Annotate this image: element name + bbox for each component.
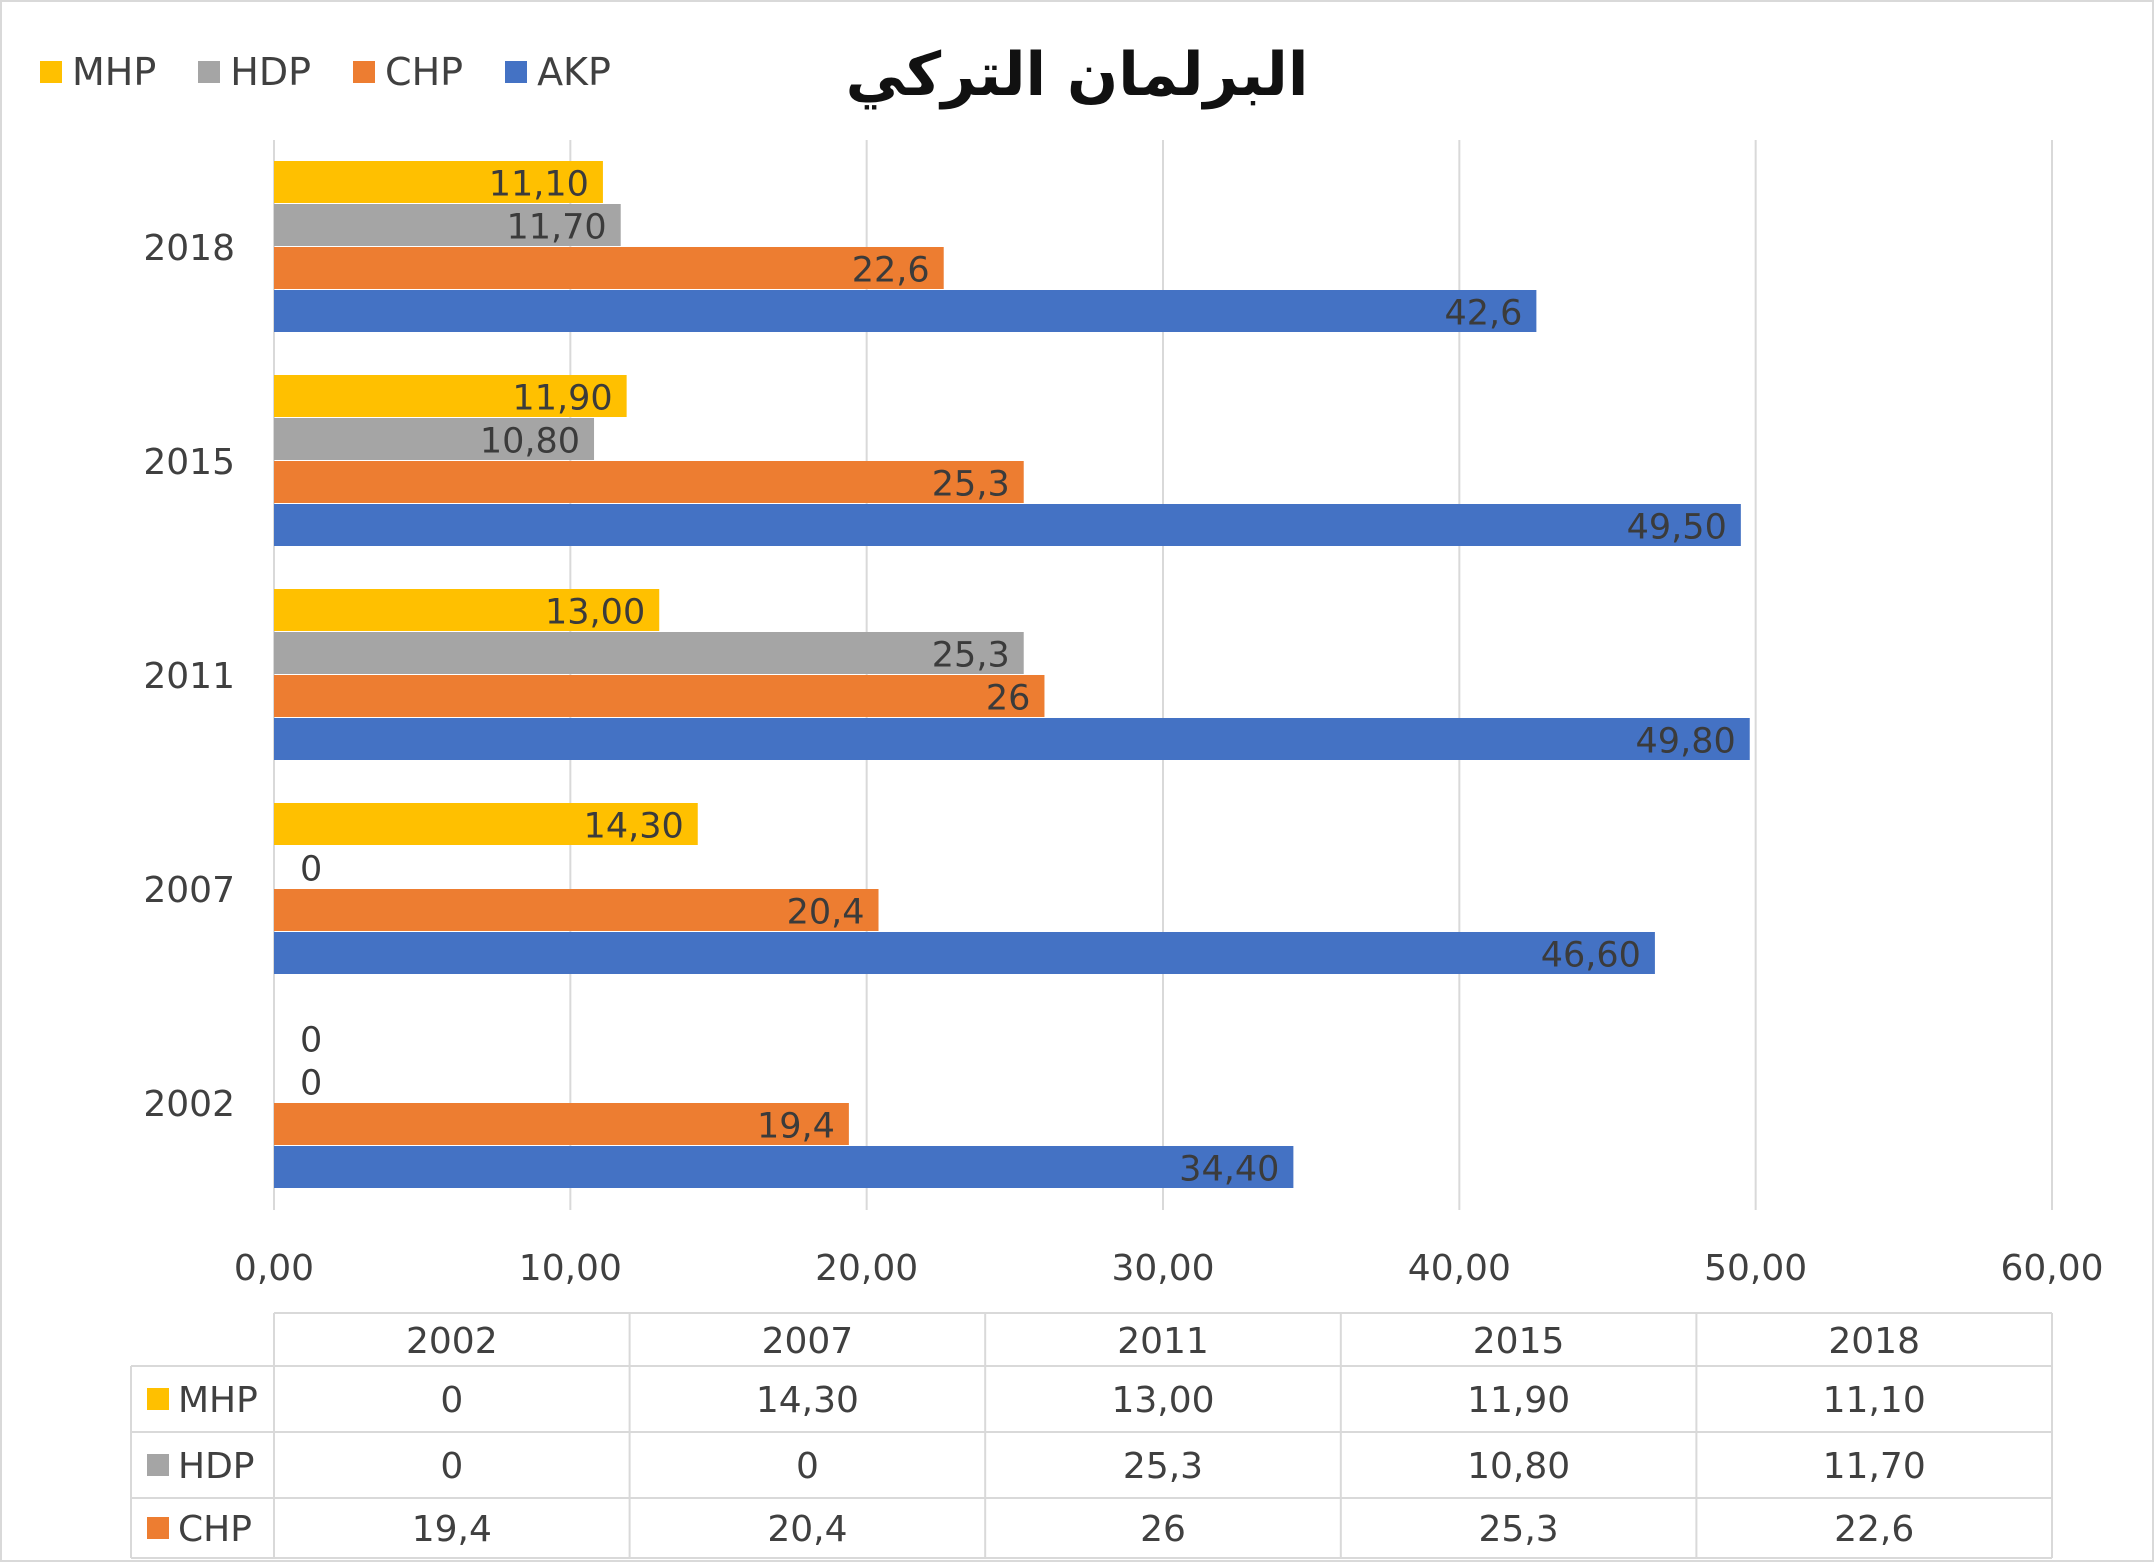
bar-label-chp-2018: 22,6	[852, 251, 930, 291]
bar-akp-2018	[274, 290, 1537, 332]
bar-chp-2007	[274, 889, 879, 931]
bar-label-mhp-2018: 11,10	[489, 165, 589, 205]
table-swatch-mhp	[147, 1388, 169, 1410]
legend-swatch-chp	[353, 61, 376, 83]
bar-label-akp-2015: 49,50	[1627, 508, 1727, 548]
table-cell-chp-2011: 26	[1140, 1509, 1186, 1550]
legend-label-chp: CHP	[385, 50, 464, 94]
bar-chp-2018	[274, 247, 944, 289]
legend-label-hdp: HDP	[230, 50, 312, 94]
legend: MHP HDP CHP AKP	[40, 50, 611, 94]
table-swatch-hdp	[147, 1454, 169, 1476]
table-row-label-hdp: HDP	[178, 1446, 255, 1487]
bar-label-hdp-2015: 10,80	[480, 422, 580, 462]
bar-label-akp-2002: 34,40	[1179, 1150, 1279, 1190]
x-tick-label-6: 60,00	[2000, 1248, 2103, 1289]
table-header-2007: 2007	[762, 1321, 854, 1362]
bar-hdp-2015	[274, 418, 595, 460]
legend-item-akp: AKP	[505, 50, 611, 94]
bar-mhp-2015	[274, 375, 627, 417]
category-label-2007: 2007	[143, 870, 235, 911]
bar-hdp-2018	[274, 204, 621, 246]
table-header-2018: 2018	[1828, 1321, 1920, 1362]
table-cell-mhp-2011: 13,00	[1111, 1380, 1214, 1421]
table-cell-mhp-2002: 0	[440, 1380, 463, 1421]
bar-label-chp-2011: 26	[986, 679, 1031, 719]
table-cell-chp-2015: 25,3	[1479, 1509, 1559, 1550]
legend-swatch-mhp	[40, 61, 62, 83]
x-tick-label-0: 0,00	[234, 1248, 314, 1289]
legend-label-mhp: MHP	[72, 50, 157, 94]
legend-swatch-akp	[505, 61, 528, 83]
bar-akp-2007	[274, 932, 1655, 974]
table-cell-chp-2002: 19,4	[412, 1509, 492, 1550]
category-label-2002: 2002	[143, 1084, 235, 1125]
table-cell-hdp-2015: 10,80	[1467, 1446, 1570, 1487]
chart-title: البرلمان التركي	[845, 40, 1309, 110]
bar-akp-2002	[274, 1146, 1294, 1188]
table-header-2002: 2002	[406, 1321, 498, 1362]
category-label-2018: 2018	[143, 228, 235, 269]
x-tick-label-1: 10,00	[519, 1248, 622, 1289]
x-tick-label-5: 50,00	[1704, 1248, 1807, 1289]
bar-label-mhp-2002: 0	[300, 1021, 322, 1061]
bar-akp-2011	[274, 718, 1750, 760]
bar-chp-2015	[274, 461, 1024, 503]
bar-mhp-2011	[274, 589, 660, 631]
bar-label-chp-2002: 19,4	[757, 1107, 835, 1147]
bar-label-hdp-2011: 25,3	[932, 636, 1010, 676]
table-swatch-chp	[147, 1517, 169, 1539]
x-tick-label-4: 40,00	[1408, 1248, 1511, 1289]
legend-item-chp: CHP	[353, 50, 463, 94]
table-cell-mhp-2007: 14,30	[756, 1380, 859, 1421]
x-tick-label-2: 20,00	[815, 1248, 918, 1289]
table-row-label-chp: CHP	[178, 1509, 252, 1550]
table-header-2011: 2011	[1117, 1321, 1209, 1362]
bar-akp-2015	[274, 504, 1741, 546]
legend-item-mhp: MHP	[40, 50, 156, 94]
table-cell-chp-2018: 22,6	[1834, 1509, 1914, 1550]
table-row-label-mhp: MHP	[178, 1380, 258, 1421]
table-cell-mhp-2018: 11,10	[1823, 1380, 1926, 1421]
x-tick-label-3: 30,00	[1111, 1248, 1214, 1289]
bar-chp-2002	[274, 1103, 849, 1145]
table-cell-hdp-2002: 0	[440, 1446, 463, 1487]
bar-label-akp-2018: 42,6	[1444, 294, 1522, 334]
bar-hdp-2011	[274, 632, 1024, 674]
bar-mhp-2018	[274, 161, 603, 203]
legend-swatch-hdp	[198, 61, 221, 83]
bar-label-mhp-2015: 11,90	[512, 379, 612, 419]
table-cell-hdp-2007: 0	[796, 1446, 819, 1487]
bar-label-chp-2015: 25,3	[932, 465, 1010, 505]
legend-item-hdp: HDP	[198, 50, 311, 94]
bar-label-hdp-2018: 11,70	[507, 208, 607, 248]
bar-label-mhp-2007: 14,30	[584, 807, 684, 847]
table-cell-hdp-2011: 25,3	[1123, 1446, 1203, 1487]
table-header-2015: 2015	[1473, 1321, 1565, 1362]
table-cell-mhp-2015: 11,90	[1467, 1380, 1570, 1421]
bar-label-chp-2007: 20,4	[787, 893, 865, 933]
bar-label-hdp-2007: 0	[300, 850, 322, 890]
bar-chp-2011	[274, 675, 1045, 717]
bar-mhp-2007	[274, 803, 698, 845]
category-label-2011: 2011	[143, 656, 235, 697]
category-label-2015: 2015	[143, 442, 235, 483]
bar-label-mhp-2011: 13,00	[545, 593, 645, 633]
table-cell-hdp-2018: 11,70	[1823, 1446, 1926, 1487]
bar-label-akp-2011: 49,80	[1636, 722, 1736, 762]
legend-label-akp: AKP	[537, 50, 611, 94]
bar-label-akp-2007: 46,60	[1541, 936, 1641, 976]
table-cell-chp-2007: 20,4	[767, 1509, 847, 1550]
bar-label-hdp-2002: 0	[300, 1064, 322, 1104]
